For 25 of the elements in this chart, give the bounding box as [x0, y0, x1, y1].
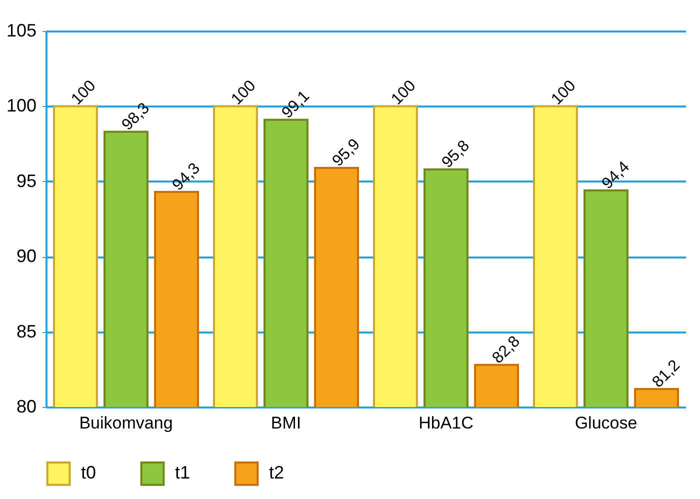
- data-label: 100: [68, 77, 100, 108]
- y-tick-label: 90: [16, 246, 36, 266]
- data-label: 94,4: [598, 158, 634, 193]
- data-label: 82,8: [489, 332, 524, 368]
- data-label: 95,9: [329, 136, 364, 170]
- data-label: 100: [548, 77, 580, 108]
- data-label: 81,2: [649, 356, 684, 392]
- data-label: 100: [228, 77, 260, 108]
- x-tick-label: Buikomvang: [79, 414, 173, 432]
- data-label: 99,1: [278, 88, 314, 122]
- y-tick-label: 85: [16, 321, 36, 342]
- legend-label: t1: [175, 462, 190, 483]
- x-tick-label: Glucose: [574, 414, 638, 432]
- y-tick-label: 100: [6, 96, 36, 116]
- data-label: 95,8: [438, 137, 474, 172]
- x-tick-label: BMI: [270, 414, 302, 432]
- legend-label: t2: [269, 462, 284, 483]
- data-label: 94,3: [169, 160, 204, 194]
- data-label: 98,3: [118, 100, 154, 134]
- y-tick-label: 105: [6, 20, 36, 40]
- legend-label: t0: [81, 462, 96, 483]
- y-tick-label: 95: [16, 170, 36, 191]
- data-label: 100: [388, 77, 420, 108]
- y-tick-label: 80: [16, 396, 36, 416]
- x-tick-label: HbA1C: [418, 414, 474, 432]
